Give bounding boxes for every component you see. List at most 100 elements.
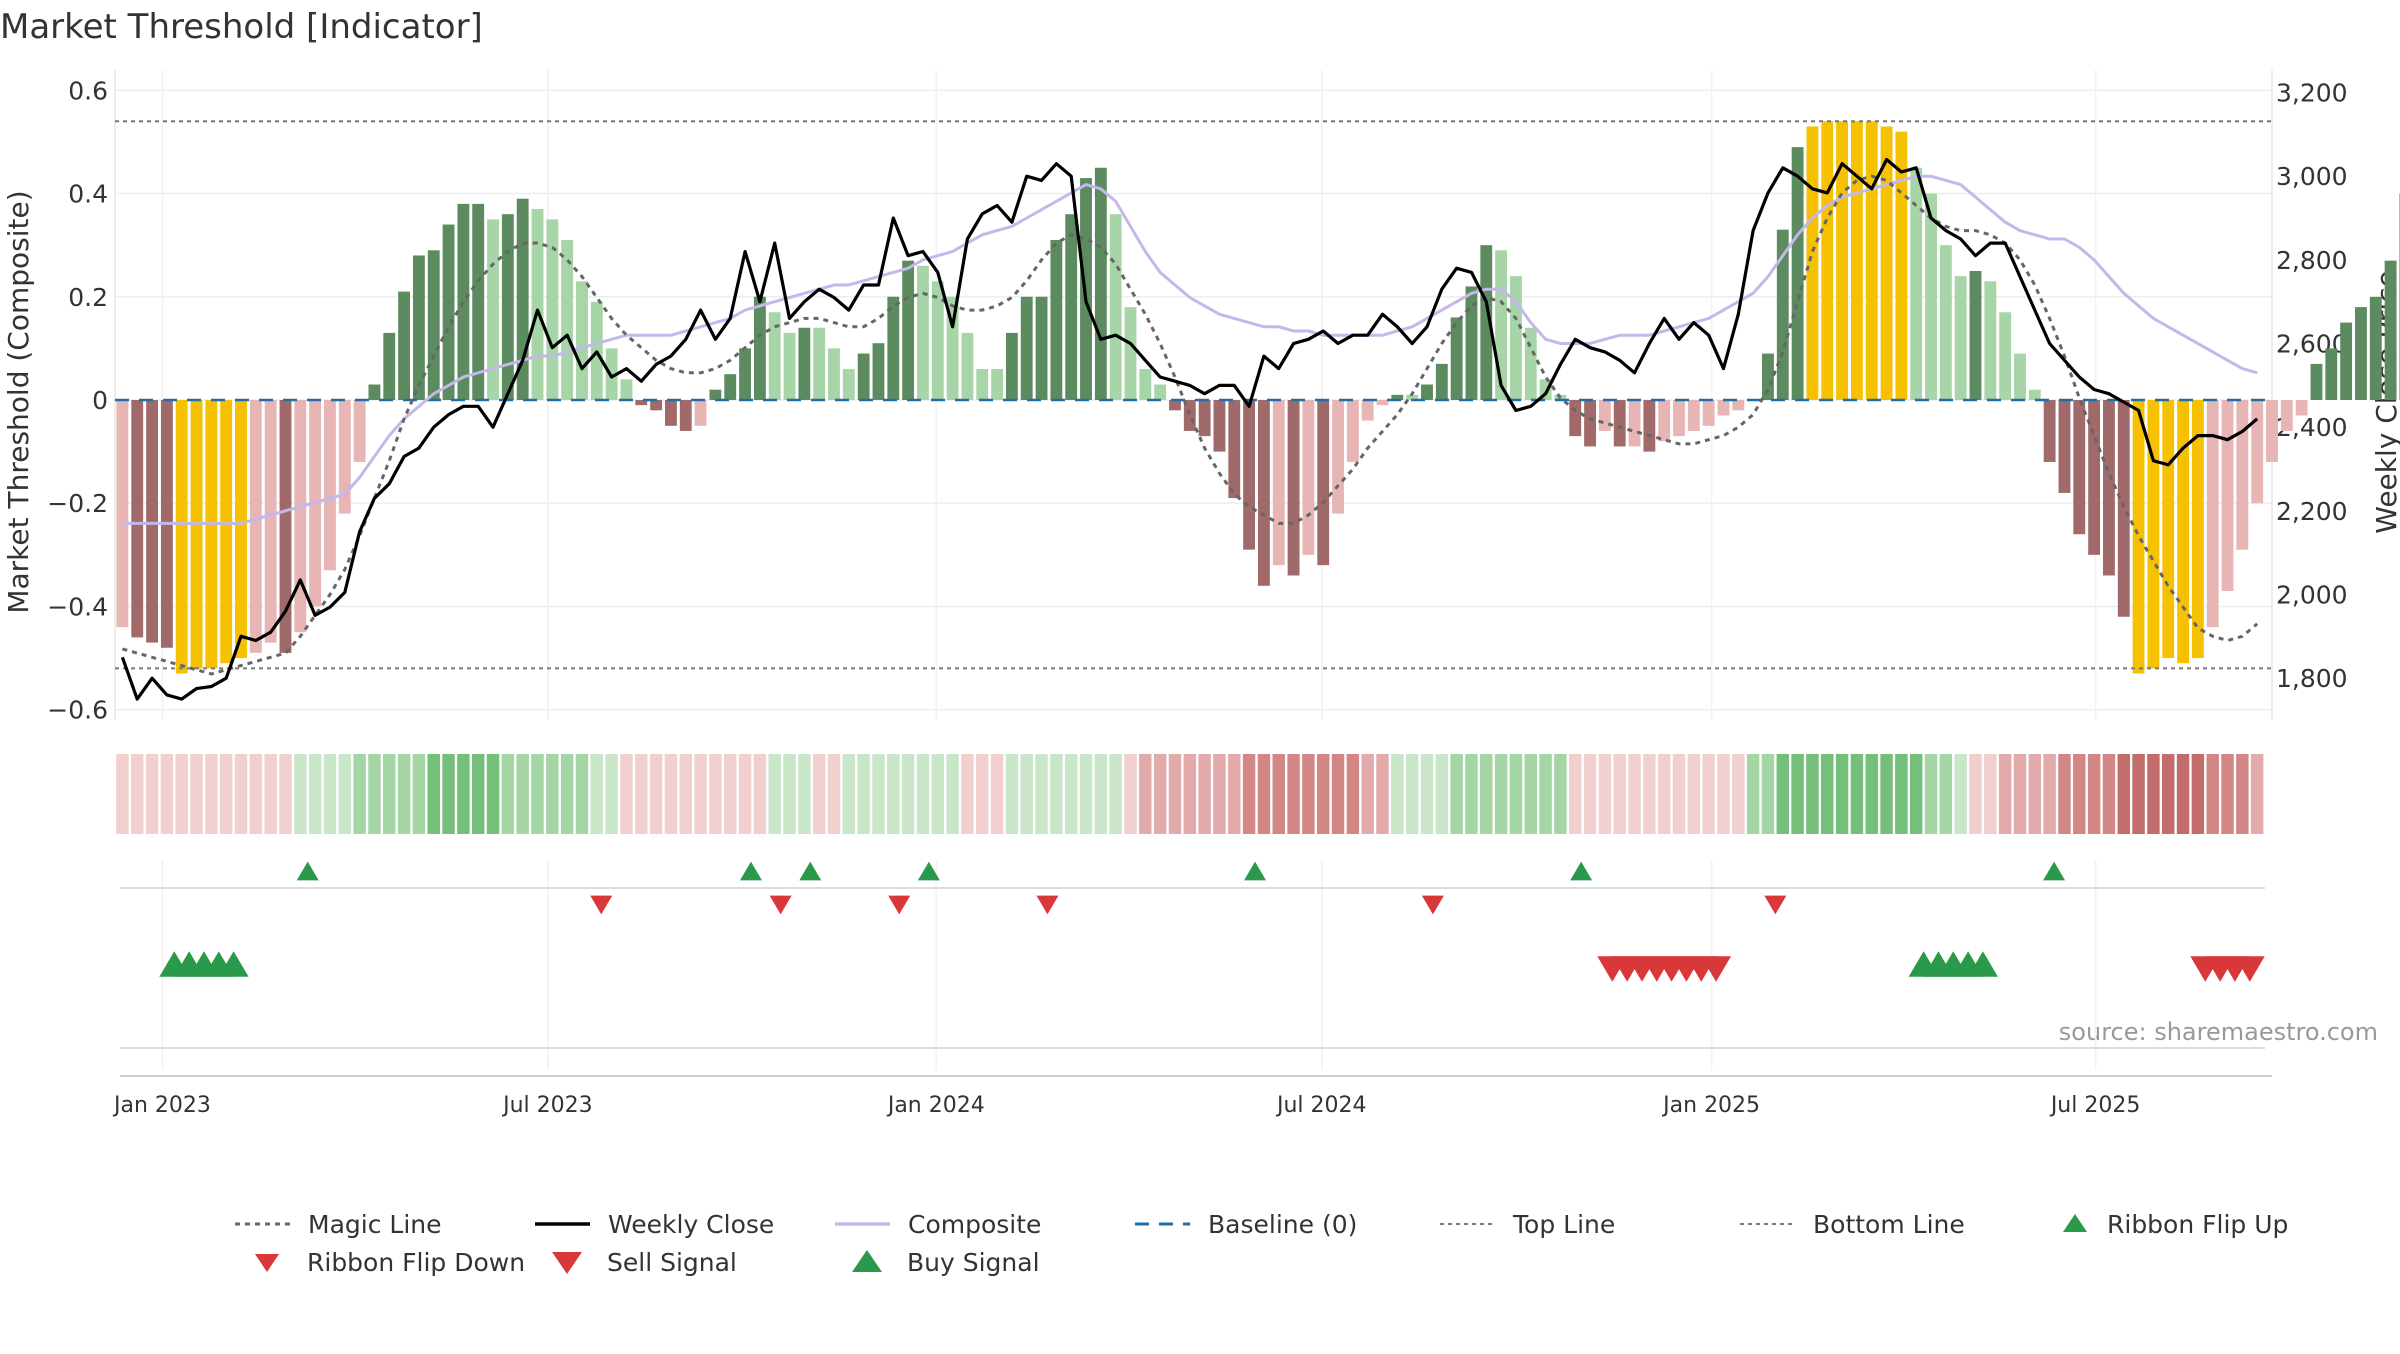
composite-bar <box>2266 400 2278 462</box>
ribbon-cell <box>2087 754 2101 834</box>
composite-bar <box>635 400 648 406</box>
x-tick-label: Jan 2023 <box>112 1093 211 1118</box>
ribbon-cell <box>1213 754 1226 834</box>
composite-bar <box>946 296 959 400</box>
ribbon-cell <box>620 754 633 834</box>
ribbon-cell <box>1124 754 1137 834</box>
ribbon-cell <box>1569 754 1582 834</box>
composite-bar <box>917 265 929 400</box>
ribbon-cell <box>131 754 144 834</box>
composite-bar <box>679 400 692 431</box>
right-tick-label: 2,200 <box>2276 497 2348 526</box>
legend-item: Ribbon Flip Down <box>255 1248 525 1277</box>
composite-bar <box>1954 276 1967 400</box>
composite-bar <box>842 369 855 400</box>
composite-bar <box>709 389 722 400</box>
composite-bar <box>1925 193 1937 400</box>
right-tick-label: 2,800 <box>2276 246 2348 275</box>
ribbon-cell <box>738 754 752 834</box>
ribbon-cell <box>1168 754 1182 834</box>
composite-bar <box>1836 121 1849 401</box>
ribbon-cell <box>368 754 381 834</box>
ribbon-cell <box>1005 754 1019 834</box>
composite-bar <box>131 400 144 638</box>
signal-rows <box>120 860 2265 1070</box>
ribbon-cell <box>1806 754 1819 834</box>
ribbon-cell <box>1939 754 1953 834</box>
composite-bar <box>1005 332 1018 400</box>
composite-bar <box>976 369 989 400</box>
ribbon-cell <box>827 754 841 834</box>
main-plot: −0.6−0.4−0.200.20.40.61,8002,0002,2002,4… <box>47 70 2400 725</box>
ribbon-cell <box>694 754 707 834</box>
ribbon-cell <box>338 754 352 834</box>
ribbon-cell <box>872 754 885 834</box>
ribbon-cell <box>2236 754 2249 834</box>
ribbon-cell <box>842 754 856 834</box>
ribbon-cell <box>1657 754 1671 834</box>
ribbon-cell <box>516 754 529 834</box>
left-tick-label: 0.2 <box>68 283 108 312</box>
composite-bar <box>783 332 796 400</box>
composite-bar <box>857 353 870 400</box>
composite-bar <box>694 400 707 426</box>
ribbon-flip-down-marker <box>1421 895 1444 915</box>
composite-bar <box>279 400 292 653</box>
ribbon-cell <box>160 754 174 834</box>
composite-bar <box>664 400 677 426</box>
composite-bar <box>828 348 840 400</box>
composite-bar <box>961 332 974 400</box>
composite-bar <box>1658 400 1671 442</box>
ribbon-cell <box>753 754 767 834</box>
composite-bar <box>2251 400 2264 504</box>
legend-label: Buy Signal <box>907 1248 1040 1277</box>
ribbon-cell <box>575 754 589 834</box>
composite-bar <box>1376 400 1389 406</box>
ribbon-cell <box>2250 754 2264 834</box>
composite-bar <box>1287 400 1300 576</box>
ribbon-cell <box>2102 754 2116 834</box>
ribbon-cell <box>1050 754 1063 834</box>
composite-bar <box>427 250 440 400</box>
composite-bar <box>1124 307 1137 400</box>
legend-label: Ribbon Flip Up <box>2107 1210 2288 1239</box>
composite-bar <box>1821 121 1834 401</box>
x-tick-label: Jan 2024 <box>886 1093 985 1118</box>
composite-bar <box>338 400 351 514</box>
ribbon-cell <box>1420 754 1434 834</box>
ribbon-cell <box>2013 754 2027 834</box>
ribbon-cell <box>1287 754 1300 834</box>
ribbon-cell <box>1405 754 1419 834</box>
ribbon-cell <box>1583 754 1597 834</box>
composite-bar <box>205 400 218 669</box>
ribbon-cell <box>1643 754 1656 834</box>
composite-bar <box>516 198 529 400</box>
ribbon-cell <box>1865 754 1878 834</box>
legend-label: Top Line <box>1512 1210 1615 1239</box>
composite-bar <box>1628 400 1641 447</box>
ribbon-cell <box>1480 754 1493 834</box>
ribbon-flip-down-marker <box>769 895 792 915</box>
ribbon-cell <box>724 754 737 834</box>
ribbon-cell <box>635 754 648 834</box>
left-tick-label: 0.6 <box>68 76 108 105</box>
legend-label: Magic Line <box>308 1210 442 1239</box>
x-tick-label: Jan 2025 <box>1661 1093 1760 1118</box>
composite-bar <box>1895 131 1908 400</box>
legend-item: Bottom Line <box>1740 1210 1965 1239</box>
composite-bar <box>1361 400 1374 421</box>
legend-item: Buy Signal <box>852 1248 1040 1277</box>
composite-bar <box>1717 400 1730 416</box>
ribbon-cell <box>412 754 426 834</box>
ribbon-cell <box>605 754 618 834</box>
composite-bar <box>1169 400 1181 411</box>
ribbon-cell <box>2028 754 2042 834</box>
ribbon-cell <box>457 754 470 834</box>
composite-bar <box>2340 322 2353 400</box>
composite-bar <box>1762 353 1774 400</box>
ribbon-flip-up-marker <box>739 861 762 881</box>
ribbon-flip-down-marker <box>1764 895 1787 915</box>
legend-label: Composite <box>908 1210 1041 1239</box>
ribbon-cell <box>783 754 796 834</box>
ribbon-cell <box>190 754 203 834</box>
